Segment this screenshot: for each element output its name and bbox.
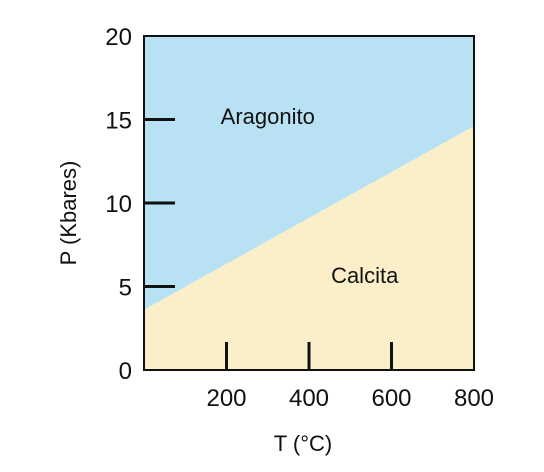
y-tick-label-0: 0 xyxy=(119,358,132,385)
labels-layer: 200 400 600 800 0 5 10 15 20 Aragonito Calcita xyxy=(105,24,494,412)
y-tick-label-20: 20 xyxy=(105,24,132,51)
regions-layer xyxy=(144,36,474,371)
region-label-aragonito: Aragonito xyxy=(221,104,315,129)
y-tick-label-10: 10 xyxy=(105,191,132,218)
y-tick-label-5: 5 xyxy=(119,275,132,302)
x-tick-label-200: 200 xyxy=(206,385,246,412)
region-calcita xyxy=(144,126,474,371)
plot-frame xyxy=(143,35,475,371)
y-tick-label-15: 15 xyxy=(105,108,132,135)
ticks-layer xyxy=(144,118,393,370)
x-tick-label-600: 600 xyxy=(371,385,411,412)
region-aragonito xyxy=(144,36,474,310)
x-axis-label: T (°C) xyxy=(274,431,333,456)
region-label-calcita: Calcita xyxy=(331,263,399,288)
x-tick-label-800: 800 xyxy=(454,385,494,412)
y-axis-label: P (Kbares) xyxy=(56,161,81,266)
x-tick-label-400: 400 xyxy=(289,385,329,412)
